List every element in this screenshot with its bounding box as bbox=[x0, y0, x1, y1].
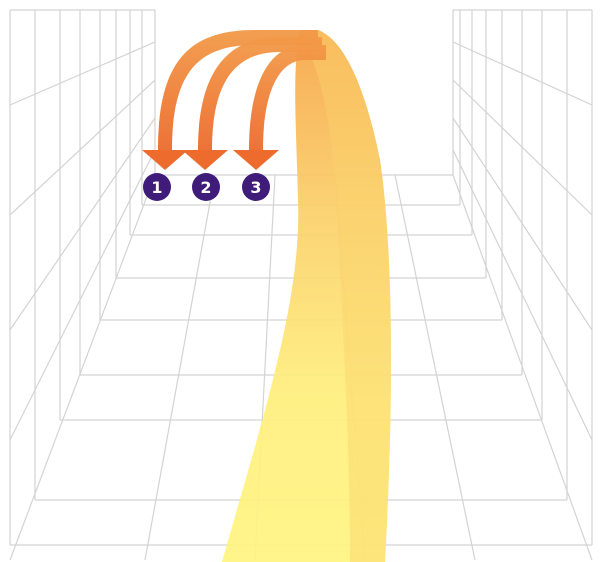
marker-3: 3 bbox=[242, 173, 270, 201]
marker-1: 1 bbox=[143, 173, 171, 201]
arrow-3 bbox=[233, 45, 326, 170]
marker-2: 2 bbox=[192, 173, 220, 201]
corridor-grid bbox=[9, 9, 593, 561]
marker-3-label: 3 bbox=[250, 178, 261, 197]
arrow-1 bbox=[142, 30, 318, 170]
path-beam bbox=[222, 30, 392, 562]
marker-2-label: 2 bbox=[200, 178, 211, 197]
marker-1-label: 1 bbox=[151, 178, 162, 197]
arrow-2 bbox=[182, 37, 322, 170]
